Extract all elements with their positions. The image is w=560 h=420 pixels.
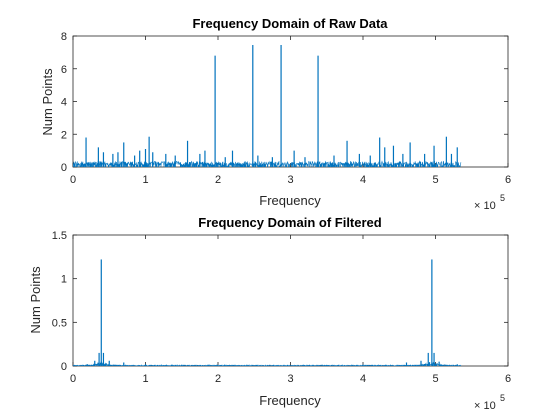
chart-title: Frequency Domain of Raw Data (192, 16, 388, 31)
x-tick-label: 5 (432, 174, 438, 186)
subplot-filtered: Frequency Domain of Filtered 0 1 2 3 4 5 600.5… (28, 215, 511, 412)
x-exponent-power: 5 (500, 193, 505, 203)
x-tick-label: 5 (432, 373, 438, 385)
plot-area: 0 1 2 3 4 5 6 0 2 4 6 8 (61, 31, 511, 186)
svg-text:× 10: × 10 (474, 400, 496, 412)
y-tick-label: 0 (61, 162, 67, 174)
x-tick-label: 2 (215, 373, 221, 385)
chart-title: Frequency Domain of Filtered (198, 215, 382, 230)
series-spectrum (73, 259, 462, 366)
x-tick-label: 4 (360, 174, 366, 186)
x-tick-label: 4 (360, 373, 366, 385)
x-tick-label: 0 (70, 373, 76, 385)
noise-trace (73, 361, 462, 366)
y-tick-label: 0 (61, 361, 67, 373)
plot-area: 0 1 2 3 4 5 6 0 0.5 1 1.5 (52, 230, 511, 385)
x-tick-label: 6 (505, 174, 511, 186)
noise-trace (73, 160, 462, 167)
y-tick-label: 8 (61, 31, 67, 43)
y-tick-label: 6 (61, 64, 67, 76)
y-tick-label: 1.5 (52, 230, 67, 242)
x-exponent-power: 5 (500, 393, 505, 403)
x-tick-label: 3 (287, 373, 293, 385)
x-exponent-prefix: × 10 (474, 400, 496, 412)
y-tick-label: 1 (61, 274, 67, 286)
x-exponent-label: × 10 5 (474, 393, 505, 412)
axes-box (72, 234, 509, 367)
x-tick-label: 1 (142, 174, 148, 186)
x-axis-label: Frequency (259, 193, 321, 208)
y-tick-label: 4 (61, 97, 67, 109)
x-axis-label: Frequency (259, 393, 321, 408)
subplot-raw-data: Frequency Domain of Raw Data 0 1 2 3 4 5 60246… (40, 16, 511, 212)
y-axis-label: Num Points (28, 266, 43, 334)
x-exponent-prefix: × 10 (474, 200, 496, 212)
x-tick-label: 0 (70, 174, 76, 186)
axes-box (72, 35, 509, 168)
svg-text:× 10: × 10 (474, 200, 496, 212)
x-tick-label: 2 (215, 174, 221, 186)
x-tick-label: 1 (142, 373, 148, 385)
x-exponent-label: × 10 5 (474, 193, 505, 212)
y-axis-label: Num Points (40, 68, 55, 136)
x-tick-label: 3 (287, 174, 293, 186)
x-tick-label: 6 (505, 373, 511, 385)
series-spectrum (73, 45, 462, 167)
y-tick-label: 0.5 (52, 317, 67, 329)
y-tick-label: 2 (61, 129, 67, 141)
